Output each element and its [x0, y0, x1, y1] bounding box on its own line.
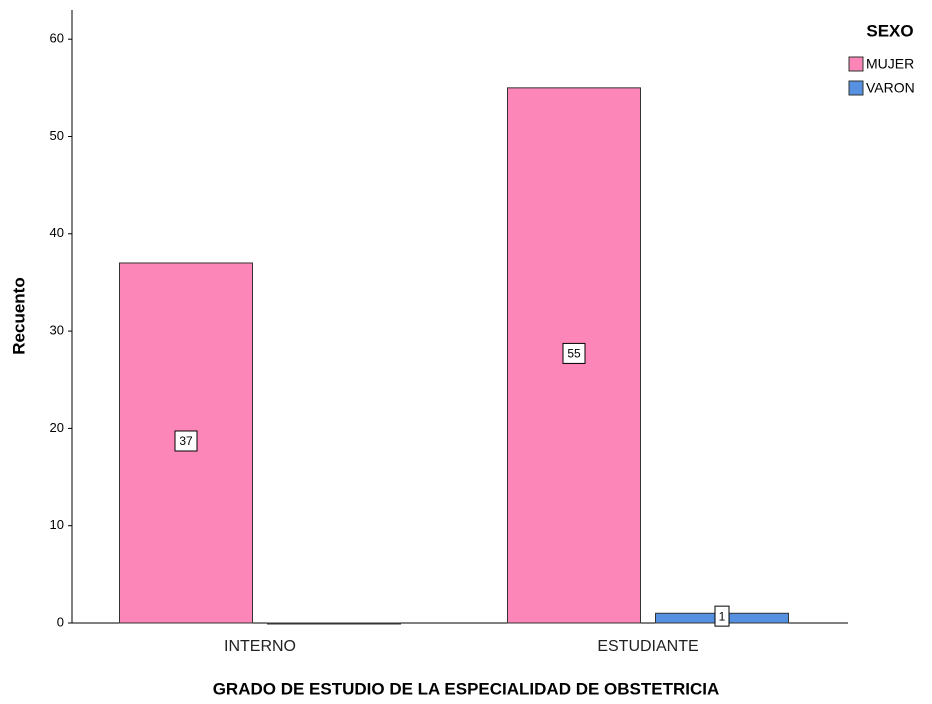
- x-axis-title: GRADO DE ESTUDIO DE LA ESPECIALIDAD DE O…: [213, 679, 720, 698]
- y-tick-label: 10: [50, 517, 64, 532]
- data-label-box: [714, 605, 730, 627]
- y-tick-label: 50: [50, 128, 64, 143]
- data-label-box: [174, 430, 198, 452]
- legend-title: SEXO: [866, 21, 913, 40]
- legend-label: MUJER: [866, 56, 914, 72]
- legend-swatch: [848, 56, 864, 72]
- data-label-box: [562, 342, 586, 364]
- legend-label: VARON: [866, 80, 915, 96]
- x-tick-label: ESTUDIANTE: [597, 638, 698, 655]
- data-label: 55: [567, 347, 581, 361]
- y-tick-label: 40: [50, 225, 64, 240]
- data-label: 37: [179, 434, 193, 448]
- y-axis-title: Recuento: [9, 277, 28, 354]
- bar: [119, 262, 253, 624]
- y-tick-label: 20: [50, 420, 64, 435]
- x-tick-label: INTERNO: [224, 638, 296, 655]
- y-tick-label: 30: [50, 323, 64, 338]
- bar: [267, 622, 401, 625]
- y-tick-label: 0: [57, 614, 64, 629]
- data-label: 1: [719, 609, 726, 623]
- legend-swatch: [848, 80, 864, 96]
- y-tick-label: 60: [50, 31, 64, 46]
